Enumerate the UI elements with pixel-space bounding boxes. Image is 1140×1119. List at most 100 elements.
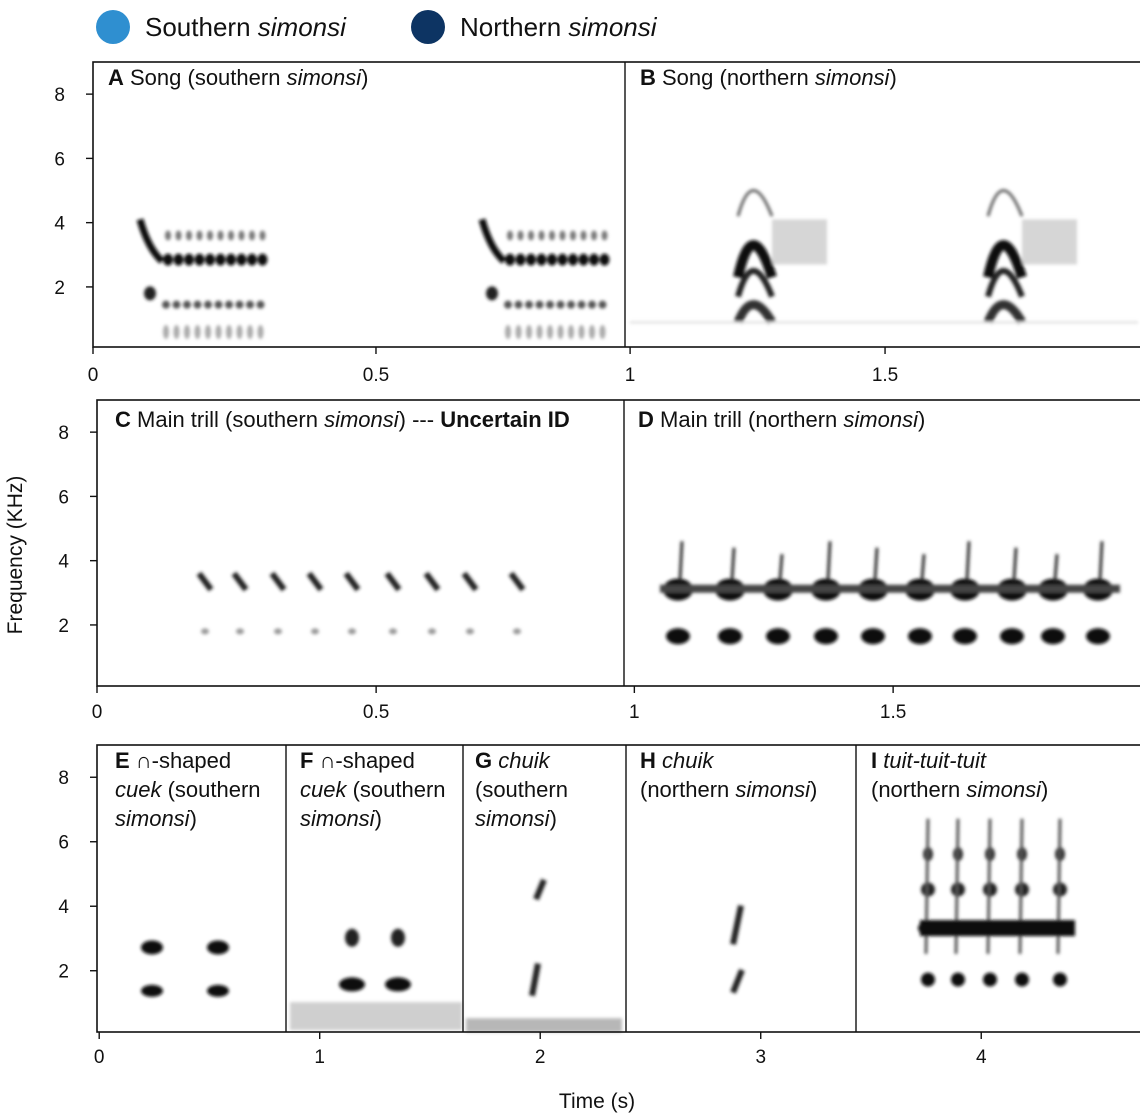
trace [184, 253, 194, 266]
legend-label: Southern simonsi [145, 12, 347, 42]
x-tick-label: 1.5 [872, 365, 898, 386]
trace [920, 554, 926, 581]
trace [165, 230, 171, 241]
panel-title: cuek (southern [115, 777, 261, 802]
title-part: ) [550, 806, 557, 831]
trace [733, 300, 776, 325]
trace [507, 230, 513, 241]
x-tick-label: 0.5 [363, 365, 389, 386]
panel-title: I tuit-tuit-tuit [871, 748, 987, 773]
trace [578, 324, 585, 339]
trace [186, 230, 192, 241]
spectrogram-traces [136, 189, 1138, 1033]
trace [385, 977, 411, 992]
trace [515, 253, 526, 266]
panel-title: H chuik [640, 748, 714, 773]
trace [986, 189, 1024, 217]
title-part: simonsi [287, 65, 363, 90]
trace [908, 628, 932, 645]
y-tick-label: 8 [58, 768, 69, 789]
trace [1000, 628, 1024, 645]
panel-title: cuek (southern [300, 777, 446, 802]
trace [1012, 547, 1018, 581]
trace [1022, 219, 1077, 265]
trace [588, 300, 596, 309]
plot-frame [96, 744, 1140, 1033]
panel-title: simonsi) [115, 806, 197, 831]
panel-title: simonsi) [300, 806, 382, 831]
trace [580, 230, 587, 241]
trace [598, 300, 607, 309]
y-tick-label: 8 [54, 85, 65, 106]
trace [236, 253, 247, 266]
title-part: G [475, 748, 492, 773]
trace [173, 253, 184, 266]
trace [557, 253, 568, 266]
trace [339, 977, 365, 992]
trace [568, 253, 578, 266]
trace [290, 1002, 462, 1031]
trace [201, 628, 209, 635]
trace [730, 547, 736, 581]
trace [983, 972, 997, 987]
trace [141, 940, 163, 955]
trace [257, 253, 268, 266]
trace [921, 972, 935, 987]
trace [389, 628, 397, 635]
title-part: ) [918, 407, 925, 432]
trace [535, 300, 544, 309]
panel-title: C Main trill (southern simonsi) --- Unce… [115, 407, 570, 432]
trace [1015, 972, 1029, 987]
title-part: ) [810, 777, 817, 802]
trace [486, 286, 498, 301]
trace [517, 230, 524, 241]
trace [225, 300, 233, 309]
panel-title: E ∩-shaped [115, 748, 231, 773]
trace [214, 300, 223, 309]
trace [249, 230, 255, 241]
panel-title: F ∩-shaped [300, 748, 415, 773]
trace [231, 571, 249, 592]
title-part: ) [375, 806, 382, 831]
title-part: C [115, 407, 131, 432]
trace [505, 253, 515, 266]
title-part: tuit-tuit-tuit [883, 748, 987, 773]
title-part: simonsi [324, 407, 400, 432]
trace [205, 324, 211, 339]
trace [183, 300, 191, 309]
plot-frame [96, 399, 1140, 687]
trace [423, 571, 441, 592]
trace [526, 324, 532, 339]
panel-title: (northern simonsi) [871, 777, 1048, 802]
x-tick-label: 0 [88, 365, 99, 386]
title-part: chuik [662, 748, 714, 773]
trace [259, 230, 266, 241]
trace [1041, 628, 1065, 645]
trace [528, 230, 534, 241]
trace [196, 230, 203, 241]
y-tick-label: 2 [58, 616, 69, 637]
trace [557, 324, 564, 339]
trace [163, 324, 169, 339]
title-part: simonsi [815, 65, 891, 90]
trace [873, 547, 879, 581]
trace [567, 300, 575, 309]
trace [577, 300, 586, 309]
title-part: simonsi [475, 806, 551, 831]
title-part: simonsi [735, 777, 811, 802]
trace [215, 253, 226, 266]
trace [384, 571, 402, 592]
legend-swatch [96, 10, 130, 44]
title-part: chuik [498, 748, 550, 773]
title-part: Song (southern [124, 65, 287, 90]
legend-italic: simonsi [258, 12, 347, 42]
title-part: (northern [871, 777, 966, 802]
legend-swatch [411, 10, 445, 44]
trace [163, 253, 173, 266]
trace [678, 541, 684, 580]
trace [162, 300, 170, 309]
x-tick-label: 1 [314, 1047, 325, 1068]
trace [1086, 628, 1110, 645]
panel-title: G chuik [475, 748, 551, 773]
